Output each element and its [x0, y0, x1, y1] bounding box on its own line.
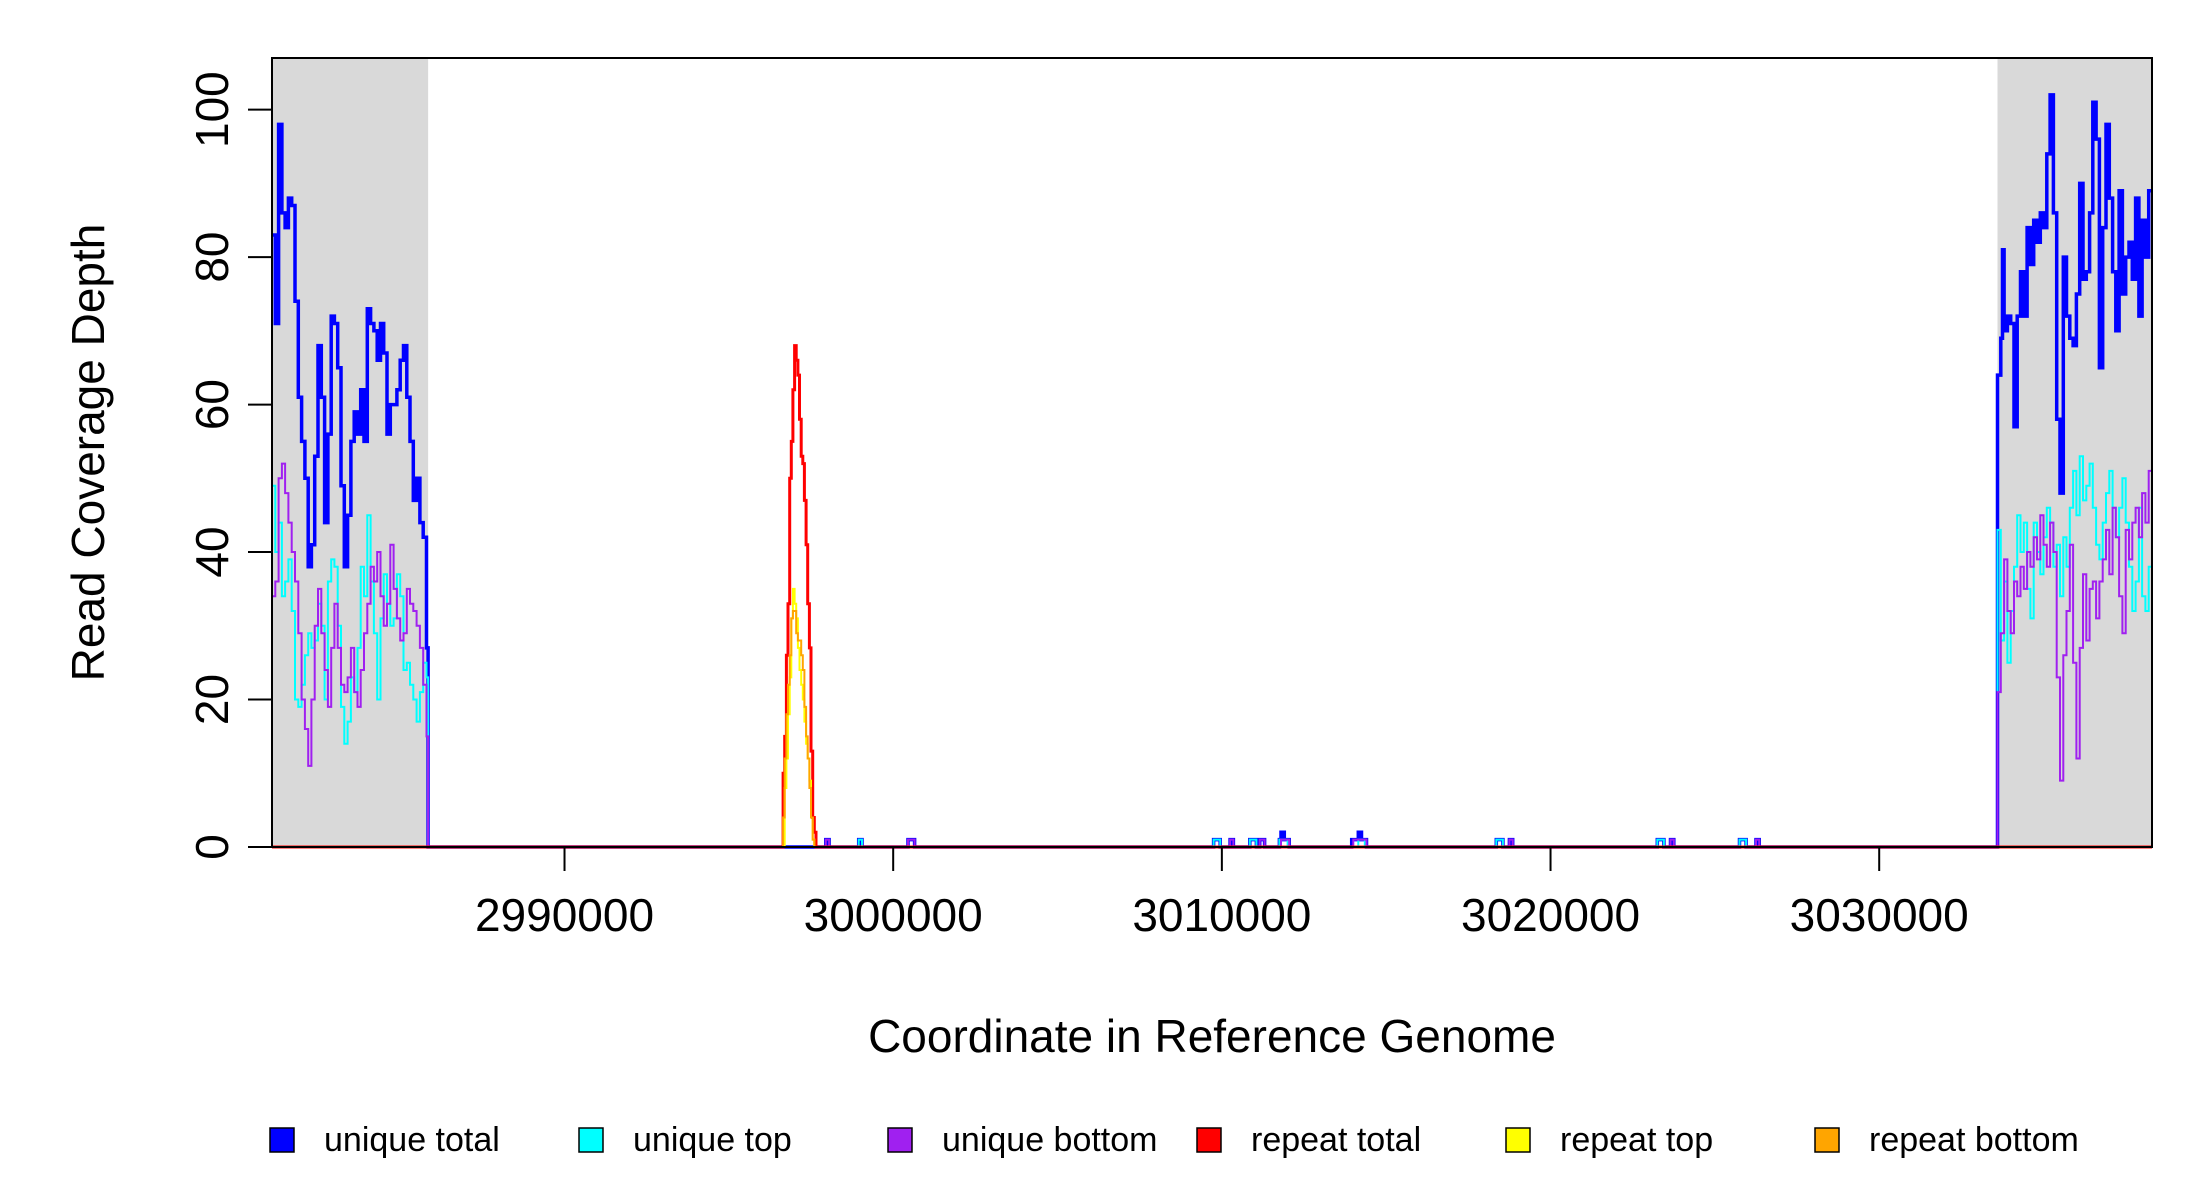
x-tick-label: 3010000 [1132, 889, 1311, 941]
plot-frame [271, 57, 2153, 848]
legend-swatch-unique-top [578, 1127, 604, 1153]
legend-label-repeat-bottom: repeat bottom [1869, 1121, 2079, 1159]
x-axis-title: Coordinate in Reference Genome [868, 1010, 1556, 1062]
y-tick-label: 100 [186, 71, 238, 148]
series-repeat-bottom [272, 610, 2152, 848]
legend-label-repeat-top: repeat top [1560, 1121, 1713, 1159]
y-tick-label: 0 [186, 834, 238, 860]
y-tick-label: 20 [186, 674, 238, 725]
y-axis: 0 20 40 60 80 100 [186, 71, 272, 860]
x-tick-label: 2990000 [475, 889, 654, 941]
y-tick-label: 40 [186, 526, 238, 577]
legend-swatch-unique-total [269, 1127, 295, 1153]
legend-label-unique-bottom: unique bottom [942, 1121, 1158, 1159]
x-tick-label: 3000000 [804, 889, 983, 941]
legend-swatch-unique-bottom [887, 1127, 913, 1153]
x-axis: 2990000 3000000 3010000 3020000 3030000 [475, 847, 1969, 941]
series-unique-bottom [272, 462, 2152, 848]
series-repeat-top [272, 587, 2152, 848]
y-tick-label: 60 [186, 379, 238, 430]
legend: unique total unique top unique bottom repea… [269, 1121, 2079, 1159]
legend-swatch-repeat-bottom [1814, 1127, 1840, 1153]
shaded-region-2 [1997, 58, 2152, 847]
legend-swatch-repeat-total [1196, 1127, 1222, 1153]
series-unique-total [272, 93, 2152, 849]
shaded-regions [272, 58, 2152, 847]
legend-label-unique-top: unique top [633, 1121, 792, 1159]
legend-label-unique-total: unique total [324, 1121, 500, 1159]
series-lines [272, 93, 2152, 849]
series-repeat-total [272, 344, 2152, 849]
x-tick-label: 3020000 [1461, 889, 1640, 941]
series-unique-top [272, 455, 2152, 848]
x-tick-label: 3030000 [1790, 889, 1969, 941]
y-tick-label: 80 [186, 232, 238, 283]
legend-label-repeat-total: repeat total [1251, 1121, 1421, 1159]
y-axis-title: Read Coverage Depth [62, 224, 114, 682]
legend-swatch-repeat-top [1505, 1127, 1531, 1153]
